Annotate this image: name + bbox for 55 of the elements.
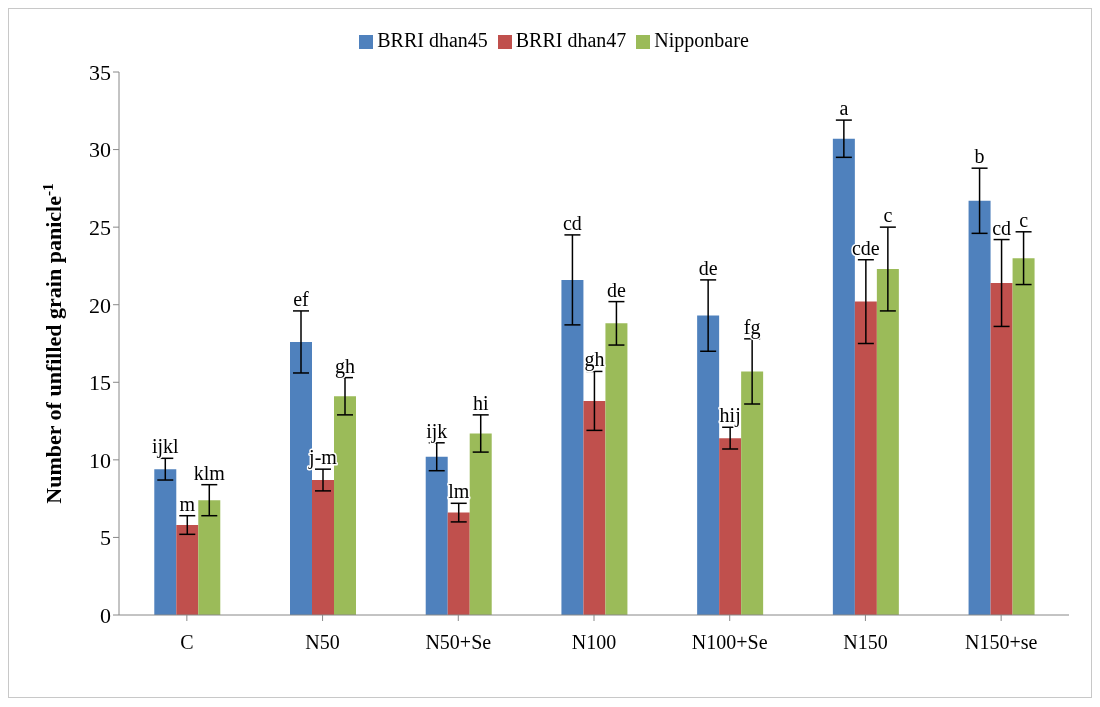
bar	[447, 512, 470, 615]
bar	[990, 282, 1013, 615]
x-tick-label: N100+Se	[691, 631, 768, 654]
legend-label: Nipponbare	[654, 29, 749, 51]
data-label: de	[606, 278, 626, 301]
data-label: hi	[472, 391, 489, 414]
x-tick-label: N50+Se	[425, 631, 492, 654]
data-label: c	[883, 204, 893, 227]
y-tick-label: 30	[89, 137, 111, 163]
data-label: ijkl	[151, 435, 180, 459]
data-label: m	[179, 492, 196, 515]
x-tick-label: N150+se	[964, 631, 1038, 654]
y-tick-label: 35	[89, 59, 111, 85]
y-tick-label: 0	[100, 602, 111, 628]
data-label: b	[974, 145, 985, 168]
legend-label: BRRI dhan45	[377, 29, 488, 51]
bar	[1012, 258, 1035, 615]
bar	[605, 323, 628, 615]
y-tick-label: 25	[89, 214, 111, 240]
y-tick-label: 10	[89, 447, 111, 473]
y-tick-label: 20	[89, 292, 111, 318]
x-tick-label: N150	[843, 631, 888, 654]
bar	[561, 279, 584, 615]
bar	[154, 469, 177, 615]
bar	[876, 269, 899, 615]
data-label: gh	[584, 348, 605, 372]
bar	[469, 433, 492, 615]
y-tick-label: 15	[89, 370, 111, 396]
bar	[719, 438, 742, 615]
x-tick-label: N50	[305, 631, 340, 654]
data-label: de	[698, 256, 718, 279]
bar	[968, 200, 991, 615]
data-label: hij	[719, 404, 741, 428]
bar	[425, 456, 448, 615]
data-label: gh	[335, 354, 355, 378]
data-label: cd	[562, 211, 582, 234]
bar	[198, 500, 221, 615]
data-label: klm	[193, 461, 226, 484]
data-label: a	[839, 97, 849, 120]
data-label: fg	[743, 315, 761, 339]
bar	[741, 371, 764, 615]
x-tick-label: C	[180, 631, 194, 654]
data-label: ef	[293, 287, 310, 310]
bar	[312, 480, 334, 615]
bar	[176, 525, 199, 615]
bar	[583, 400, 606, 615]
bar	[854, 301, 877, 615]
legend-label: BRRI dhan47	[515, 29, 627, 51]
x-tick-label: N100	[571, 631, 617, 654]
bar	[697, 315, 720, 615]
data-label: cd	[992, 216, 1012, 239]
data-label: c	[1019, 208, 1029, 231]
data-label: lm	[448, 480, 470, 503]
data-label: ijk	[426, 419, 448, 443]
y-tick-label: 5	[100, 525, 111, 551]
